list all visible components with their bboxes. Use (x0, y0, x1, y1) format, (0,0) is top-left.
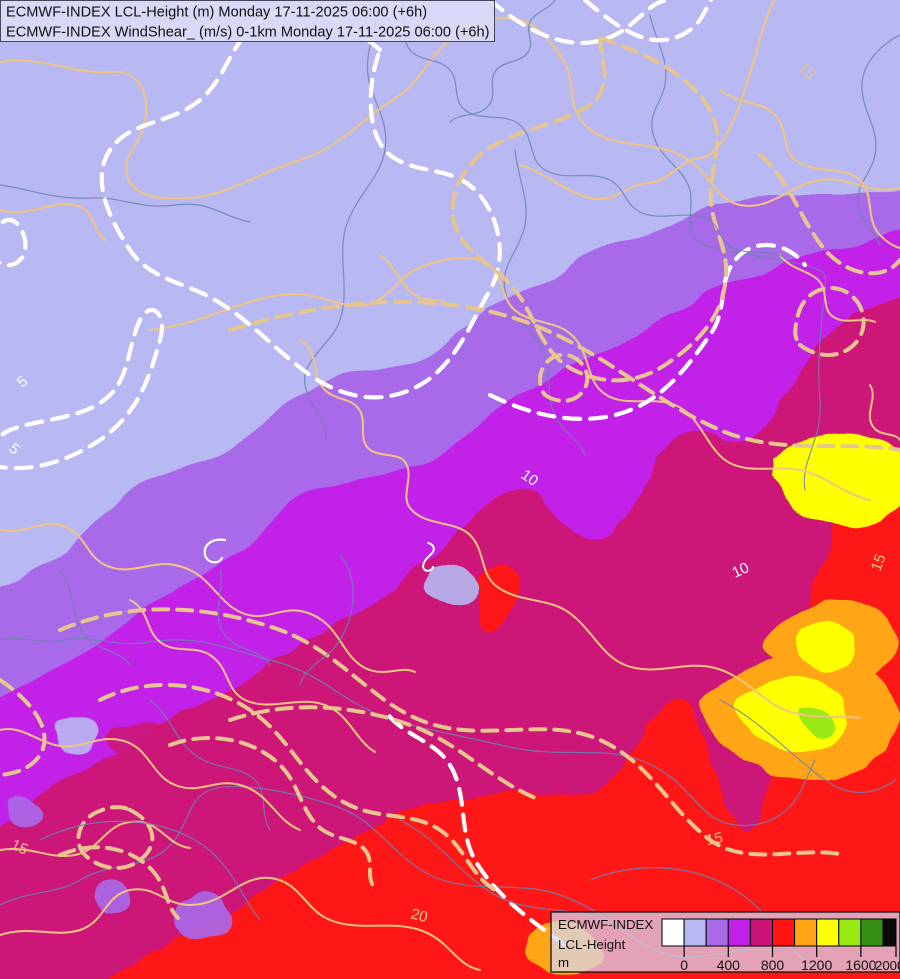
svg-text:ECMWF-INDEX LCL-Height (m) Mon: ECMWF-INDEX LCL-Height (m) Monday 17-11-… (6, 5, 427, 21)
svg-text:ECMWF-INDEX: ECMWF-INDEX (558, 917, 653, 932)
svg-text:400: 400 (717, 957, 741, 973)
svg-text:15: 15 (705, 829, 724, 849)
svg-text:800: 800 (761, 957, 785, 973)
svg-text:2000: 2000 (875, 958, 900, 973)
svg-text:LCL-Height: LCL-Height (558, 937, 626, 952)
svg-text:0: 0 (680, 957, 688, 973)
svg-text:ECMWF-INDEX WindShear_ (m/s) 0: ECMWF-INDEX WindShear_ (m/s) 0-1km Monda… (6, 25, 490, 41)
svg-text:1600: 1600 (845, 957, 876, 973)
svg-text:1200: 1200 (801, 957, 832, 973)
svg-text:m: m (558, 955, 569, 970)
